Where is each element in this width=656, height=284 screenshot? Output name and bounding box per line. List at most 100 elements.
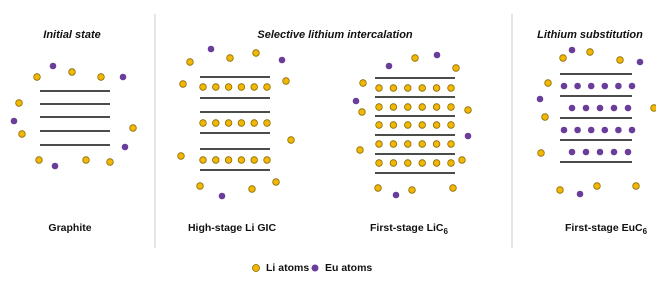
li-atom (16, 100, 23, 107)
li-atom (419, 160, 426, 167)
li-atom (453, 65, 460, 72)
eu-atom (615, 83, 622, 90)
eu-atom (637, 59, 644, 66)
eu-atom (386, 63, 393, 70)
li-atom (594, 183, 601, 190)
li-atom (225, 84, 232, 91)
li-atom (375, 185, 382, 192)
label-subscript: 6 (643, 227, 648, 236)
li-atom (264, 84, 271, 91)
eu-atom (120, 74, 127, 81)
eu-atom (583, 105, 590, 112)
eu-atom (625, 149, 632, 156)
li-atom (178, 153, 185, 160)
li-atom (448, 141, 455, 148)
eu-atom (465, 133, 472, 140)
eu-atom (615, 127, 622, 134)
li-atom (433, 141, 440, 148)
li-atom (448, 104, 455, 111)
panel-header: Initial state (43, 29, 100, 41)
eu-atom (574, 127, 581, 134)
eu-atom (569, 149, 576, 156)
eu-atom (602, 127, 609, 134)
li-atom (376, 104, 383, 111)
li-atom (225, 120, 232, 127)
li-atom (197, 183, 204, 190)
eu-atom (597, 105, 604, 112)
li-atom (69, 69, 76, 76)
li-atom (409, 187, 416, 194)
li-atom (225, 157, 232, 164)
li-atom (390, 160, 397, 167)
li-atom (376, 141, 383, 148)
li-atom (390, 85, 397, 92)
li-atom (264, 120, 271, 127)
li-atom (433, 122, 440, 129)
label-text: First-stage EuC (565, 222, 643, 234)
panel-label: First-stage LiC6 (370, 222, 449, 236)
li-atom (288, 137, 295, 144)
li-atom (433, 160, 440, 167)
eu-atom (353, 98, 360, 105)
panel-header: Selective lithium intercalation (257, 29, 413, 41)
li-atom (34, 74, 41, 81)
li-atom (180, 81, 187, 88)
li-atom (433, 104, 440, 111)
eu-atom (602, 83, 609, 90)
li-atom (107, 159, 114, 166)
li-atom (405, 104, 412, 111)
li-atom (448, 85, 455, 92)
li-atom (238, 84, 245, 91)
li-atom (419, 104, 426, 111)
eu-atom (629, 83, 636, 90)
li-atom (450, 185, 457, 192)
li-atom (187, 59, 194, 66)
li-atom (130, 125, 137, 132)
legend-eu-marker (312, 265, 319, 272)
label-text: First-stage LiC (370, 222, 444, 234)
eu-atom (208, 46, 215, 53)
eu-atom (561, 127, 568, 134)
li-atom (542, 114, 549, 121)
li-atom (376, 85, 383, 92)
li-atom (419, 122, 426, 129)
li-atom (448, 160, 455, 167)
eu-atom (434, 52, 441, 59)
li-atom (238, 120, 245, 127)
eu-atom (569, 47, 576, 54)
eu-atom (597, 149, 604, 156)
li-atom (412, 55, 419, 62)
eu-atom (561, 83, 568, 90)
eu-atom (588, 83, 595, 90)
li-atom (633, 183, 640, 190)
li-atom (376, 122, 383, 129)
eu-atom (11, 118, 18, 125)
eu-atom (537, 96, 544, 103)
panel-label: First-stage EuC6 (565, 222, 648, 236)
li-atom (587, 49, 594, 56)
eu-atom (577, 191, 584, 198)
li-atom (433, 85, 440, 92)
li-atom (651, 105, 656, 112)
li-atom (283, 78, 290, 85)
li-atom (213, 157, 220, 164)
li-atom (390, 122, 397, 129)
panel-label: Graphite (48, 222, 91, 234)
li-atom (360, 80, 367, 87)
li-atom (227, 55, 234, 62)
panel-header: Lithium substitution (537, 29, 643, 41)
li-atom (376, 160, 383, 167)
li-atom (448, 122, 455, 129)
li-atom (238, 157, 245, 164)
li-atom (357, 147, 364, 154)
li-atom (459, 157, 466, 164)
eu-atom (569, 105, 576, 112)
li-atom (213, 120, 220, 127)
li-atom (98, 74, 105, 81)
eu-atom (279, 57, 286, 64)
li-atom (200, 84, 207, 91)
eu-atom (583, 149, 590, 156)
li-atom (36, 157, 43, 164)
figure: Initial state Selective lithium intercal… (0, 0, 656, 284)
eu-atom (629, 127, 636, 134)
